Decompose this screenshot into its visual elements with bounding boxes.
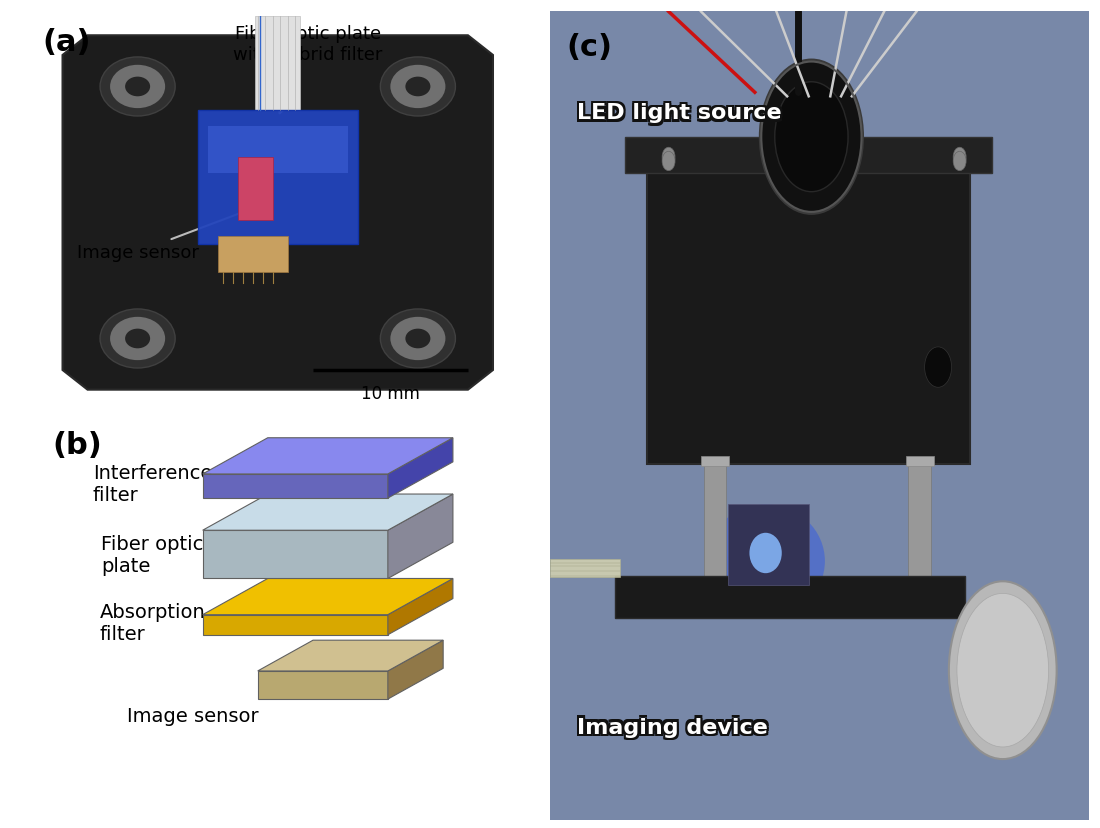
Text: (a): (a) — [43, 28, 91, 57]
Text: LED light source: LED light source — [579, 101, 783, 121]
Bar — [704, 462, 726, 581]
Text: 10 mm: 10 mm — [361, 384, 420, 402]
Text: Fiber optic
plate: Fiber optic plate — [101, 534, 204, 575]
Circle shape — [110, 65, 165, 109]
Text: LED light source: LED light source — [578, 101, 782, 121]
Bar — [550, 560, 620, 578]
Polygon shape — [202, 474, 388, 498]
Text: (b): (b) — [53, 431, 102, 460]
Ellipse shape — [706, 505, 825, 618]
Polygon shape — [388, 494, 453, 579]
Text: Imaging device: Imaging device — [579, 717, 769, 737]
Ellipse shape — [957, 594, 1048, 747]
Text: Imaging device: Imaging device — [575, 715, 767, 734]
Circle shape — [110, 317, 165, 361]
Circle shape — [390, 317, 446, 361]
Circle shape — [381, 310, 455, 368]
Circle shape — [406, 78, 430, 97]
Circle shape — [100, 58, 175, 117]
Bar — [626, 137, 992, 174]
Circle shape — [125, 330, 150, 349]
Bar — [701, 456, 729, 466]
Text: Imaging device: Imaging device — [579, 720, 769, 739]
Circle shape — [390, 65, 446, 109]
Ellipse shape — [949, 581, 1057, 759]
Bar — [218, 237, 288, 272]
Text: Image sensor: Image sensor — [126, 705, 258, 724]
Bar — [615, 576, 965, 618]
Circle shape — [954, 152, 966, 171]
Text: LED light source: LED light source — [579, 106, 783, 126]
Text: Imaging device: Imaging device — [578, 720, 768, 739]
Polygon shape — [388, 579, 453, 635]
Text: Fiber optic plate
with hybrid filter: Fiber optic plate with hybrid filter — [233, 25, 383, 114]
Circle shape — [662, 148, 675, 167]
Text: LED light source: LED light source — [575, 106, 780, 126]
Text: Imaging device: Imaging device — [575, 720, 767, 739]
Circle shape — [381, 58, 455, 117]
Text: Image sensor: Image sensor — [77, 206, 258, 262]
Bar — [255, 17, 300, 111]
Polygon shape — [63, 36, 493, 390]
Bar — [909, 462, 931, 581]
Polygon shape — [202, 579, 453, 615]
Bar — [647, 157, 970, 465]
Circle shape — [760, 61, 862, 214]
Circle shape — [406, 330, 430, 349]
Text: Absorption
filter: Absorption filter — [100, 603, 206, 643]
Bar — [728, 505, 808, 585]
Text: LED light source: LED light source — [578, 104, 782, 123]
Polygon shape — [202, 494, 453, 531]
Circle shape — [100, 310, 175, 368]
Polygon shape — [202, 615, 388, 635]
Polygon shape — [388, 438, 453, 498]
Polygon shape — [202, 531, 388, 579]
Text: LED light source: LED light source — [579, 104, 783, 123]
Polygon shape — [388, 640, 443, 699]
Ellipse shape — [749, 533, 782, 574]
Circle shape — [774, 83, 848, 192]
Polygon shape — [202, 438, 453, 474]
Text: (c): (c) — [566, 32, 613, 61]
Bar — [905, 456, 934, 466]
Text: Imaging device: Imaging device — [578, 715, 768, 734]
Circle shape — [662, 152, 675, 171]
Circle shape — [954, 148, 966, 167]
Bar — [198, 111, 358, 245]
Bar — [238, 158, 273, 221]
Text: Interference
filter: Interference filter — [92, 464, 212, 505]
Polygon shape — [257, 640, 443, 672]
Circle shape — [125, 78, 150, 97]
Ellipse shape — [728, 525, 803, 598]
Text: Imaging device: Imaging device — [578, 717, 768, 737]
Text: LED light source: LED light source — [578, 106, 782, 126]
Bar — [208, 127, 348, 174]
Polygon shape — [257, 672, 388, 699]
Text: LED light source: LED light source — [575, 104, 780, 123]
Circle shape — [925, 348, 952, 388]
Text: Imaging device: Imaging device — [575, 717, 767, 737]
Text: LED light source: LED light source — [575, 101, 780, 121]
Text: Imaging device: Imaging device — [579, 715, 769, 734]
